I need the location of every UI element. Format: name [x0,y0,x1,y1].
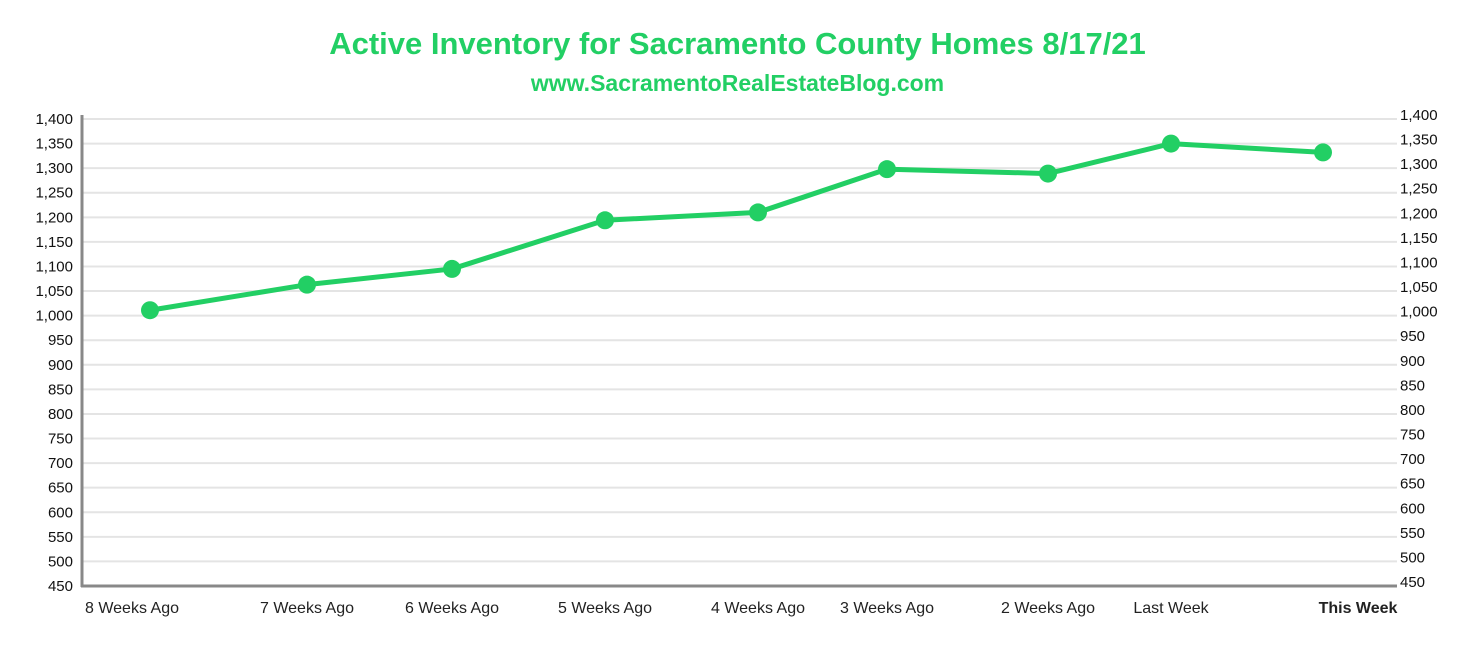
y-tick-label-left: 1,100 [35,258,73,275]
x-tick-label: 7 Weeks Ago [260,600,354,617]
y-tick-label-left: 550 [48,529,73,546]
data-point [596,211,614,230]
y-tick-label-right: 1,050 [1400,279,1438,296]
chart-title: Active Inventory for Sacramento County H… [329,26,1146,61]
y-tick-label-left: 800 [48,406,73,423]
y-tick-label-left: 1,250 [35,185,73,202]
y-tick-label-right: 1,250 [1400,181,1438,198]
y-tick-label-left: 450 [48,578,73,595]
y-tick-label-right: 550 [1400,525,1425,542]
x-tick-label: This Week [1319,600,1398,617]
data-point [298,275,316,294]
y-tick-label-right: 500 [1400,549,1425,566]
y-tick-label-left: 1,400 [35,111,73,128]
x-tick-label: 5 Weeks Ago [558,600,652,617]
y-tick-label-right: 850 [1400,377,1425,394]
y-tick-label-right: 1,300 [1400,156,1438,173]
x-tick-label: 4 Weeks Ago [711,600,805,617]
y-tick-label-right: 600 [1400,500,1425,517]
y-tick-label-right: 1,400 [1400,107,1438,124]
y-tick-label-left: 850 [48,381,73,398]
y-tick-label-right: 750 [1400,427,1425,444]
y-tick-label-left: 900 [48,357,73,374]
chart-subtitle: www.SacramentoRealEstateBlog.com [530,70,945,96]
y-tick-label-right: 900 [1400,353,1425,370]
data-point [878,160,896,179]
data-point [443,259,461,278]
y-tick-label-left: 950 [48,332,73,349]
y-tick-label-left: 500 [48,553,73,570]
x-tick-label: 3 Weeks Ago [840,600,934,617]
data-point [1039,164,1057,183]
data-point [749,203,767,222]
y-tick-label-left: 1,300 [35,160,73,177]
y-tick-label-right: 1,000 [1400,304,1438,321]
y-tick-label-right: 700 [1400,451,1425,468]
y-tick-label-right: 1,200 [1400,205,1438,222]
y-tick-label-right: 800 [1400,402,1425,419]
y-tick-label-left: 700 [48,455,73,472]
data-point [1314,143,1332,162]
y-tick-label-left: 1,050 [35,283,73,300]
x-tick-label: 6 Weeks Ago [405,600,499,617]
y-tick-label-left: 1,000 [35,308,73,325]
x-tick-label: 8 Weeks Ago [85,600,179,617]
data-point [1162,134,1180,153]
x-tick-label: Last Week [1133,600,1209,617]
y-tick-label-left: 750 [48,431,73,448]
x-tick-label: 2 Weeks Ago [1001,600,1095,617]
y-tick-label-left: 1,150 [35,234,73,251]
y-tick-label-left: 650 [48,480,73,497]
y-tick-label-right: 450 [1400,574,1425,591]
y-tick-label-left: 1,350 [35,136,73,153]
y-tick-label-right: 650 [1400,476,1425,493]
y-tick-label-left: 600 [48,504,73,521]
y-tick-label-left: 1,200 [35,209,73,226]
y-tick-label-right: 1,350 [1400,132,1438,149]
y-tick-label-right: 1,100 [1400,254,1438,271]
data-point [141,301,159,320]
y-tick-label-right: 950 [1400,328,1425,345]
y-tick-label-right: 1,150 [1400,230,1438,247]
